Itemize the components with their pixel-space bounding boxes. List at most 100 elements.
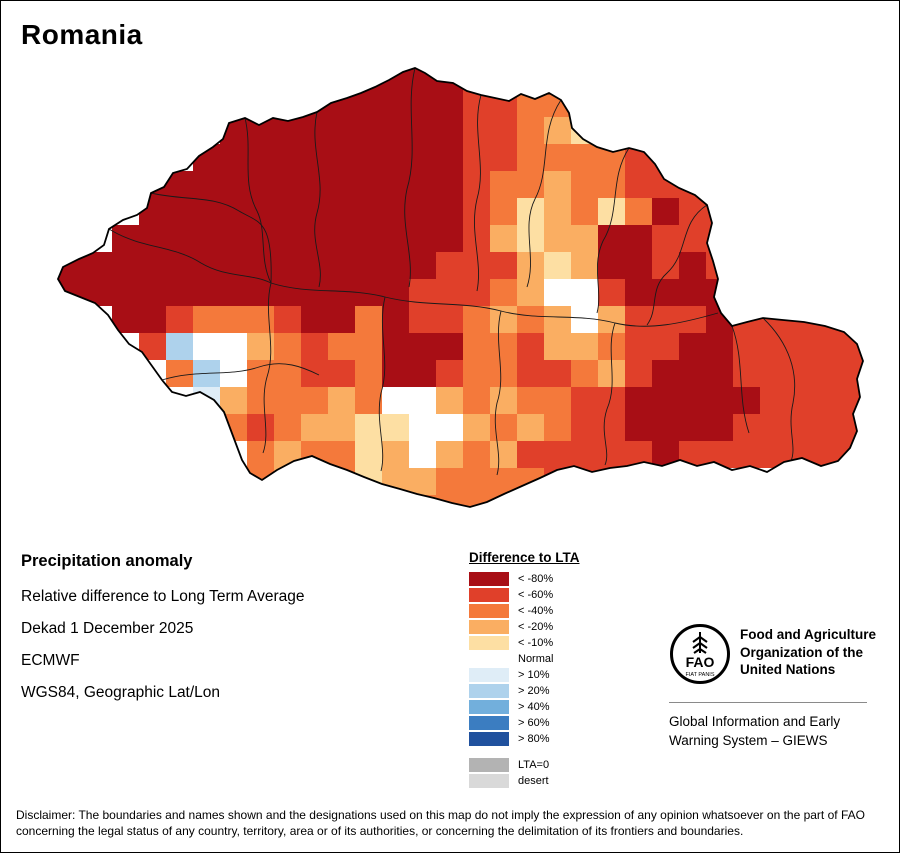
map-cell <box>841 306 863 333</box>
map-cell <box>760 414 787 441</box>
map-cell <box>598 441 625 468</box>
legend-swatch <box>469 636 509 650</box>
map-cell <box>409 414 436 441</box>
map-cell <box>652 306 679 333</box>
map-cell <box>328 198 355 225</box>
map-cell <box>58 252 85 279</box>
legend-item: > 40% <box>469 700 580 714</box>
map-cell <box>463 144 490 171</box>
map-cell <box>382 171 409 198</box>
legend-label: > 80% <box>518 733 550 745</box>
map-cell <box>328 68 355 90</box>
map-cell <box>544 333 571 360</box>
map-cell <box>571 414 598 441</box>
map-cell <box>247 387 274 414</box>
map-cell <box>517 144 544 171</box>
map-cell <box>571 144 598 171</box>
map-cell <box>409 117 436 144</box>
map-cell <box>571 387 598 414</box>
map-cell <box>652 387 679 414</box>
map-cell <box>463 414 490 441</box>
legend-swatch <box>469 700 509 714</box>
giews-label: Global Information and Early Warning Sys… <box>669 714 841 748</box>
map-cell <box>436 252 463 279</box>
map-cell <box>625 387 652 414</box>
map-cell <box>625 225 652 252</box>
map-cell <box>652 171 679 198</box>
map-cell <box>544 198 571 225</box>
map-cell <box>193 225 220 252</box>
map-cell <box>652 333 679 360</box>
fao-block: FAO FIAT PANIS Food and Agriculture Orga… <box>669 623 876 685</box>
map-cell <box>274 225 301 252</box>
map-cell <box>301 252 328 279</box>
map-cell <box>193 333 220 360</box>
map-cell <box>112 252 139 279</box>
map-cell <box>166 279 193 306</box>
legend-swatch <box>469 732 509 746</box>
map-cell <box>382 387 409 414</box>
map-cell <box>247 90 274 117</box>
map-cell <box>544 171 571 198</box>
map-cell <box>355 414 382 441</box>
map-cell <box>409 333 436 360</box>
map-cell <box>463 279 490 306</box>
map-cell <box>274 171 301 198</box>
legend-item: < -20% <box>469 620 580 634</box>
map-cell <box>139 252 166 279</box>
fao-motto: FIAT PANIS <box>685 672 714 678</box>
map-cell <box>463 387 490 414</box>
map-cell <box>463 68 490 90</box>
map-cell <box>139 306 166 333</box>
legend-swatch <box>469 620 509 634</box>
map-cell <box>166 198 193 225</box>
legend-swatch <box>469 604 509 618</box>
map-cell <box>706 414 733 441</box>
map-cell <box>301 171 328 198</box>
divider <box>669 702 867 703</box>
map-cell <box>490 144 517 171</box>
map-cell <box>598 171 625 198</box>
map-cell <box>301 68 328 90</box>
legend-item: < -80% <box>469 572 580 586</box>
map-cell <box>328 387 355 414</box>
map-cell <box>355 198 382 225</box>
map-cell <box>598 252 625 279</box>
map-cell <box>463 306 490 333</box>
map-cell <box>355 171 382 198</box>
map-cell <box>436 306 463 333</box>
map-cell <box>436 117 463 144</box>
map-cell <box>355 225 382 252</box>
map-cell <box>166 225 193 252</box>
map-cell <box>409 225 436 252</box>
map-cell <box>760 441 787 468</box>
map-cell <box>328 117 355 144</box>
map-cell <box>166 360 193 387</box>
map-cell <box>490 198 517 225</box>
map-cell <box>301 387 328 414</box>
map-cell <box>274 252 301 279</box>
legend-list: < -80% < -60% < -40% < -20% < -10% Normal > 10… <box>469 572 580 788</box>
wheat-ear-icon <box>692 632 708 654</box>
map-cell <box>463 117 490 144</box>
map-cell <box>409 171 436 198</box>
map-cell <box>436 90 463 117</box>
map-cell <box>193 387 220 414</box>
map-cell <box>193 198 220 225</box>
legend-swatch <box>469 684 509 698</box>
legend-item: LTA=0 <box>469 758 580 772</box>
map-cell <box>814 333 841 360</box>
legend-label: > 10% <box>518 669 550 681</box>
map-cell <box>625 198 652 225</box>
map-cell <box>544 144 571 171</box>
map-cell <box>679 279 706 306</box>
map-cell <box>355 252 382 279</box>
map-cell <box>355 360 382 387</box>
map-cell <box>841 333 863 360</box>
map-cell <box>382 90 409 117</box>
map-cell <box>598 117 625 144</box>
map-cell <box>571 279 598 306</box>
map-cell <box>220 225 247 252</box>
map-cell <box>679 387 706 414</box>
map-cell <box>328 441 355 468</box>
